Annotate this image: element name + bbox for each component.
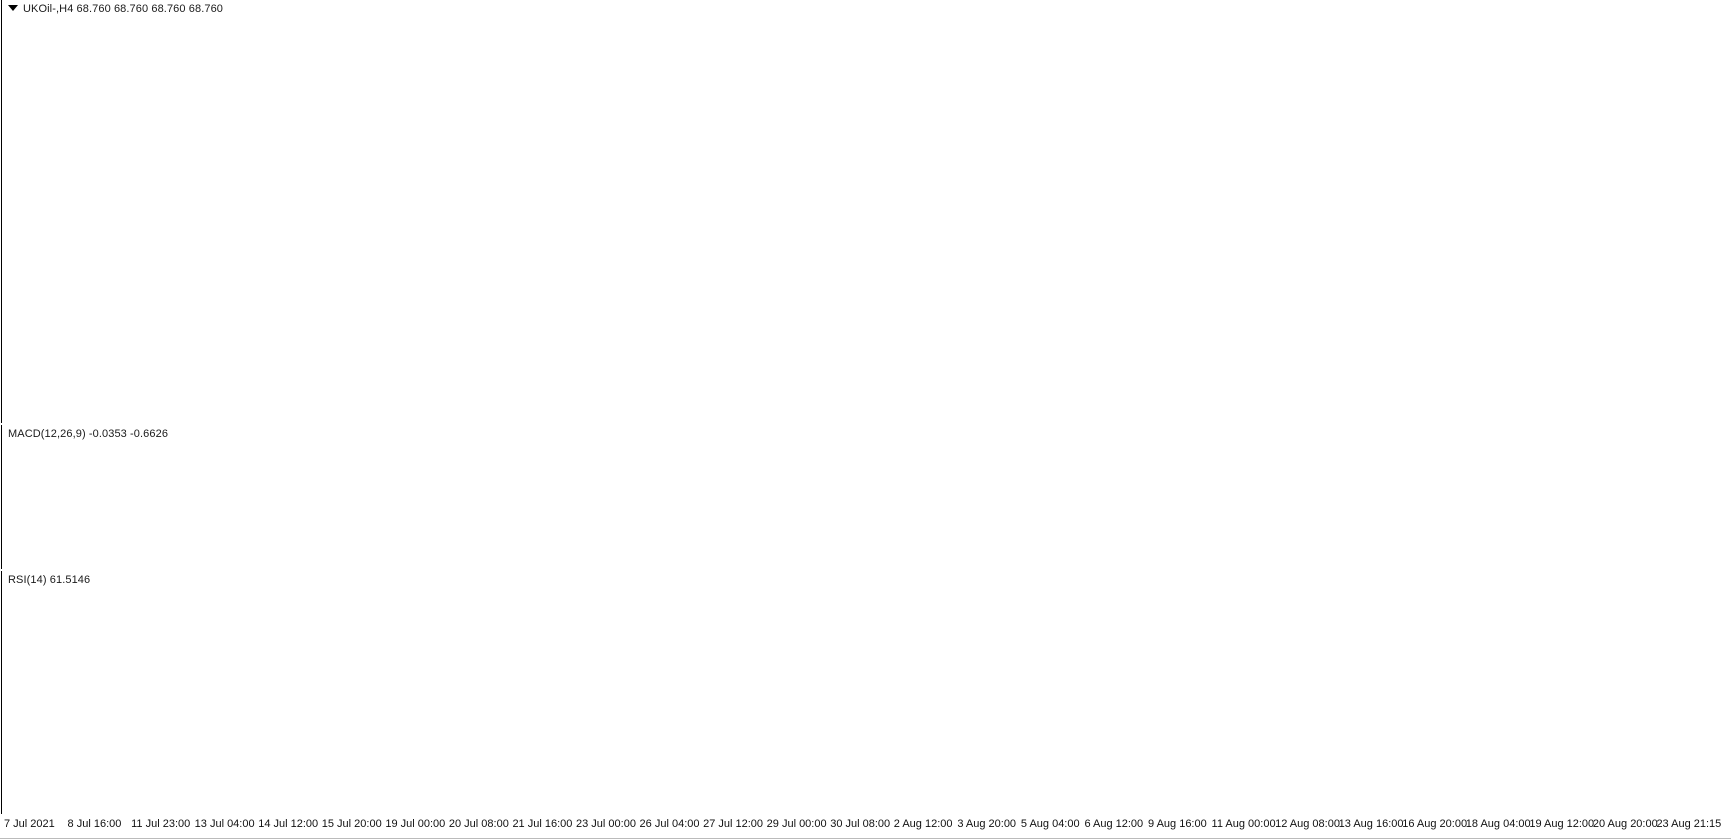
time-axis-label: 3 Aug 20:00 bbox=[957, 818, 1017, 830]
time-axis-label: 23 Aug 21:15 bbox=[1656, 818, 1722, 830]
time-axis-label: 11 Jul 23:00 bbox=[131, 818, 191, 830]
time-axis-label: 23 Jul 00:00 bbox=[576, 818, 636, 830]
time-axis-label: 20 Aug 20:00 bbox=[1592, 818, 1658, 830]
time-axis-label: 19 Aug 12:00 bbox=[1529, 818, 1595, 830]
time-axis[interactable]: 7 Jul 2021 8 Jul 16:00 11 Jul 23:00 13 Jul … bbox=[0, 815, 1731, 839]
time-axis-label: 13 Aug 16:00 bbox=[1338, 818, 1404, 830]
macd-label: MACD(12,26,9) -0.0353 -0.6626 bbox=[8, 428, 169, 440]
time-axis-label: 11 Aug 00:00 bbox=[1211, 818, 1276, 830]
time-axis-label: 26 Jul 04:00 bbox=[639, 818, 700, 830]
price-panel-left-border bbox=[1, 0, 2, 423]
time-axis-label: 12 Aug 08:00 bbox=[1275, 818, 1340, 830]
rsi-panel-left-border bbox=[1, 571, 2, 814]
time-axis-label: 13 Jul 04:00 bbox=[194, 818, 255, 830]
time-axis-label: 21 Jul 16:00 bbox=[512, 818, 573, 830]
time-axis-label: 29 Jul 00:00 bbox=[766, 818, 827, 830]
time-axis-label: 16 Aug 20:00 bbox=[1402, 818, 1468, 830]
time-axis-label: 18 Aug 04:00 bbox=[1465, 818, 1531, 830]
time-axis-label: 15 Jul 20:00 bbox=[321, 818, 382, 830]
time-axis-label: 30 Jul 08:00 bbox=[830, 818, 891, 830]
time-axis-label: 7 Jul 2021 bbox=[4, 818, 55, 830]
time-axis-label: 2 Aug 12:00 bbox=[893, 818, 953, 830]
time-axis-label: 9 Aug 16:00 bbox=[1148, 818, 1207, 830]
triangle-down-icon[interactable] bbox=[8, 5, 18, 12]
time-axis-label: 19 Jul 00:00 bbox=[385, 818, 446, 830]
symbol-quote-label: UKOil-,H4 68.760 68.760 68.760 68.760 bbox=[23, 3, 224, 15]
macd-panel-left-border bbox=[1, 425, 2, 569]
time-axis-label: 27 Jul 12:00 bbox=[703, 818, 764, 830]
time-axis-label: 5 Aug 04:00 bbox=[1020, 818, 1080, 830]
price-panel-header: UKOil-,H4 68.760 68.760 68.760 68.760 bbox=[8, 3, 223, 15]
time-axis-label: 6 Aug 12:00 bbox=[1084, 818, 1144, 830]
time-axis-label: 20 Jul 08:00 bbox=[448, 818, 509, 830]
time-axis-label: 14 Jul 12:00 bbox=[258, 818, 319, 830]
time-axis-label: 8 Jul 16:00 bbox=[67, 818, 122, 830]
rsi-label: RSI(14) 61.5146 bbox=[8, 574, 91, 586]
